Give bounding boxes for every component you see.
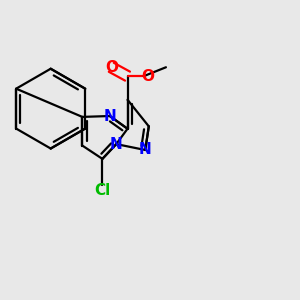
Text: N: N bbox=[110, 136, 123, 152]
Text: N: N bbox=[103, 109, 116, 124]
Text: O: O bbox=[141, 69, 154, 84]
Text: O: O bbox=[105, 60, 118, 75]
Text: Cl: Cl bbox=[94, 183, 110, 198]
Text: N: N bbox=[139, 142, 152, 158]
